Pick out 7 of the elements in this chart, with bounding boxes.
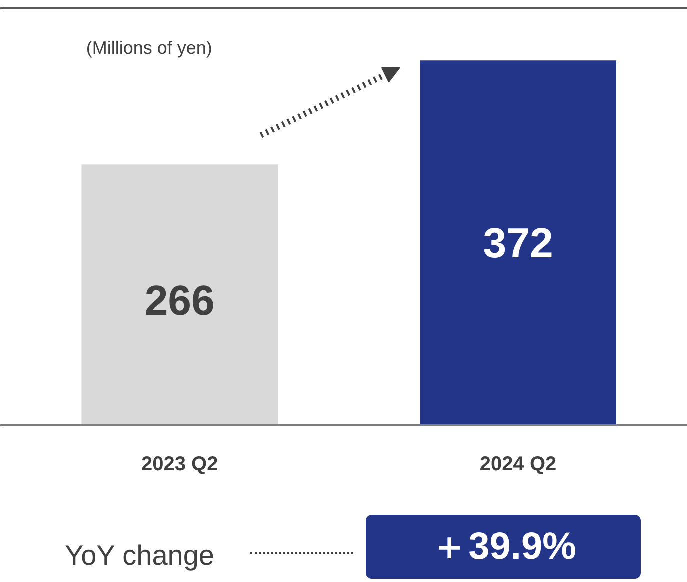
data-label: 266 bbox=[144, 276, 215, 324]
x-tick-label: 2023 Q2 bbox=[142, 454, 218, 476]
x-tick-label: 2024 Q2 bbox=[480, 454, 557, 476]
y-axis-title: (Millions of yen) bbox=[86, 38, 212, 58]
data-label: 372 bbox=[483, 220, 554, 267]
text: ＋39.9% bbox=[366, 515, 641, 579]
text: YoY change bbox=[65, 539, 214, 573]
